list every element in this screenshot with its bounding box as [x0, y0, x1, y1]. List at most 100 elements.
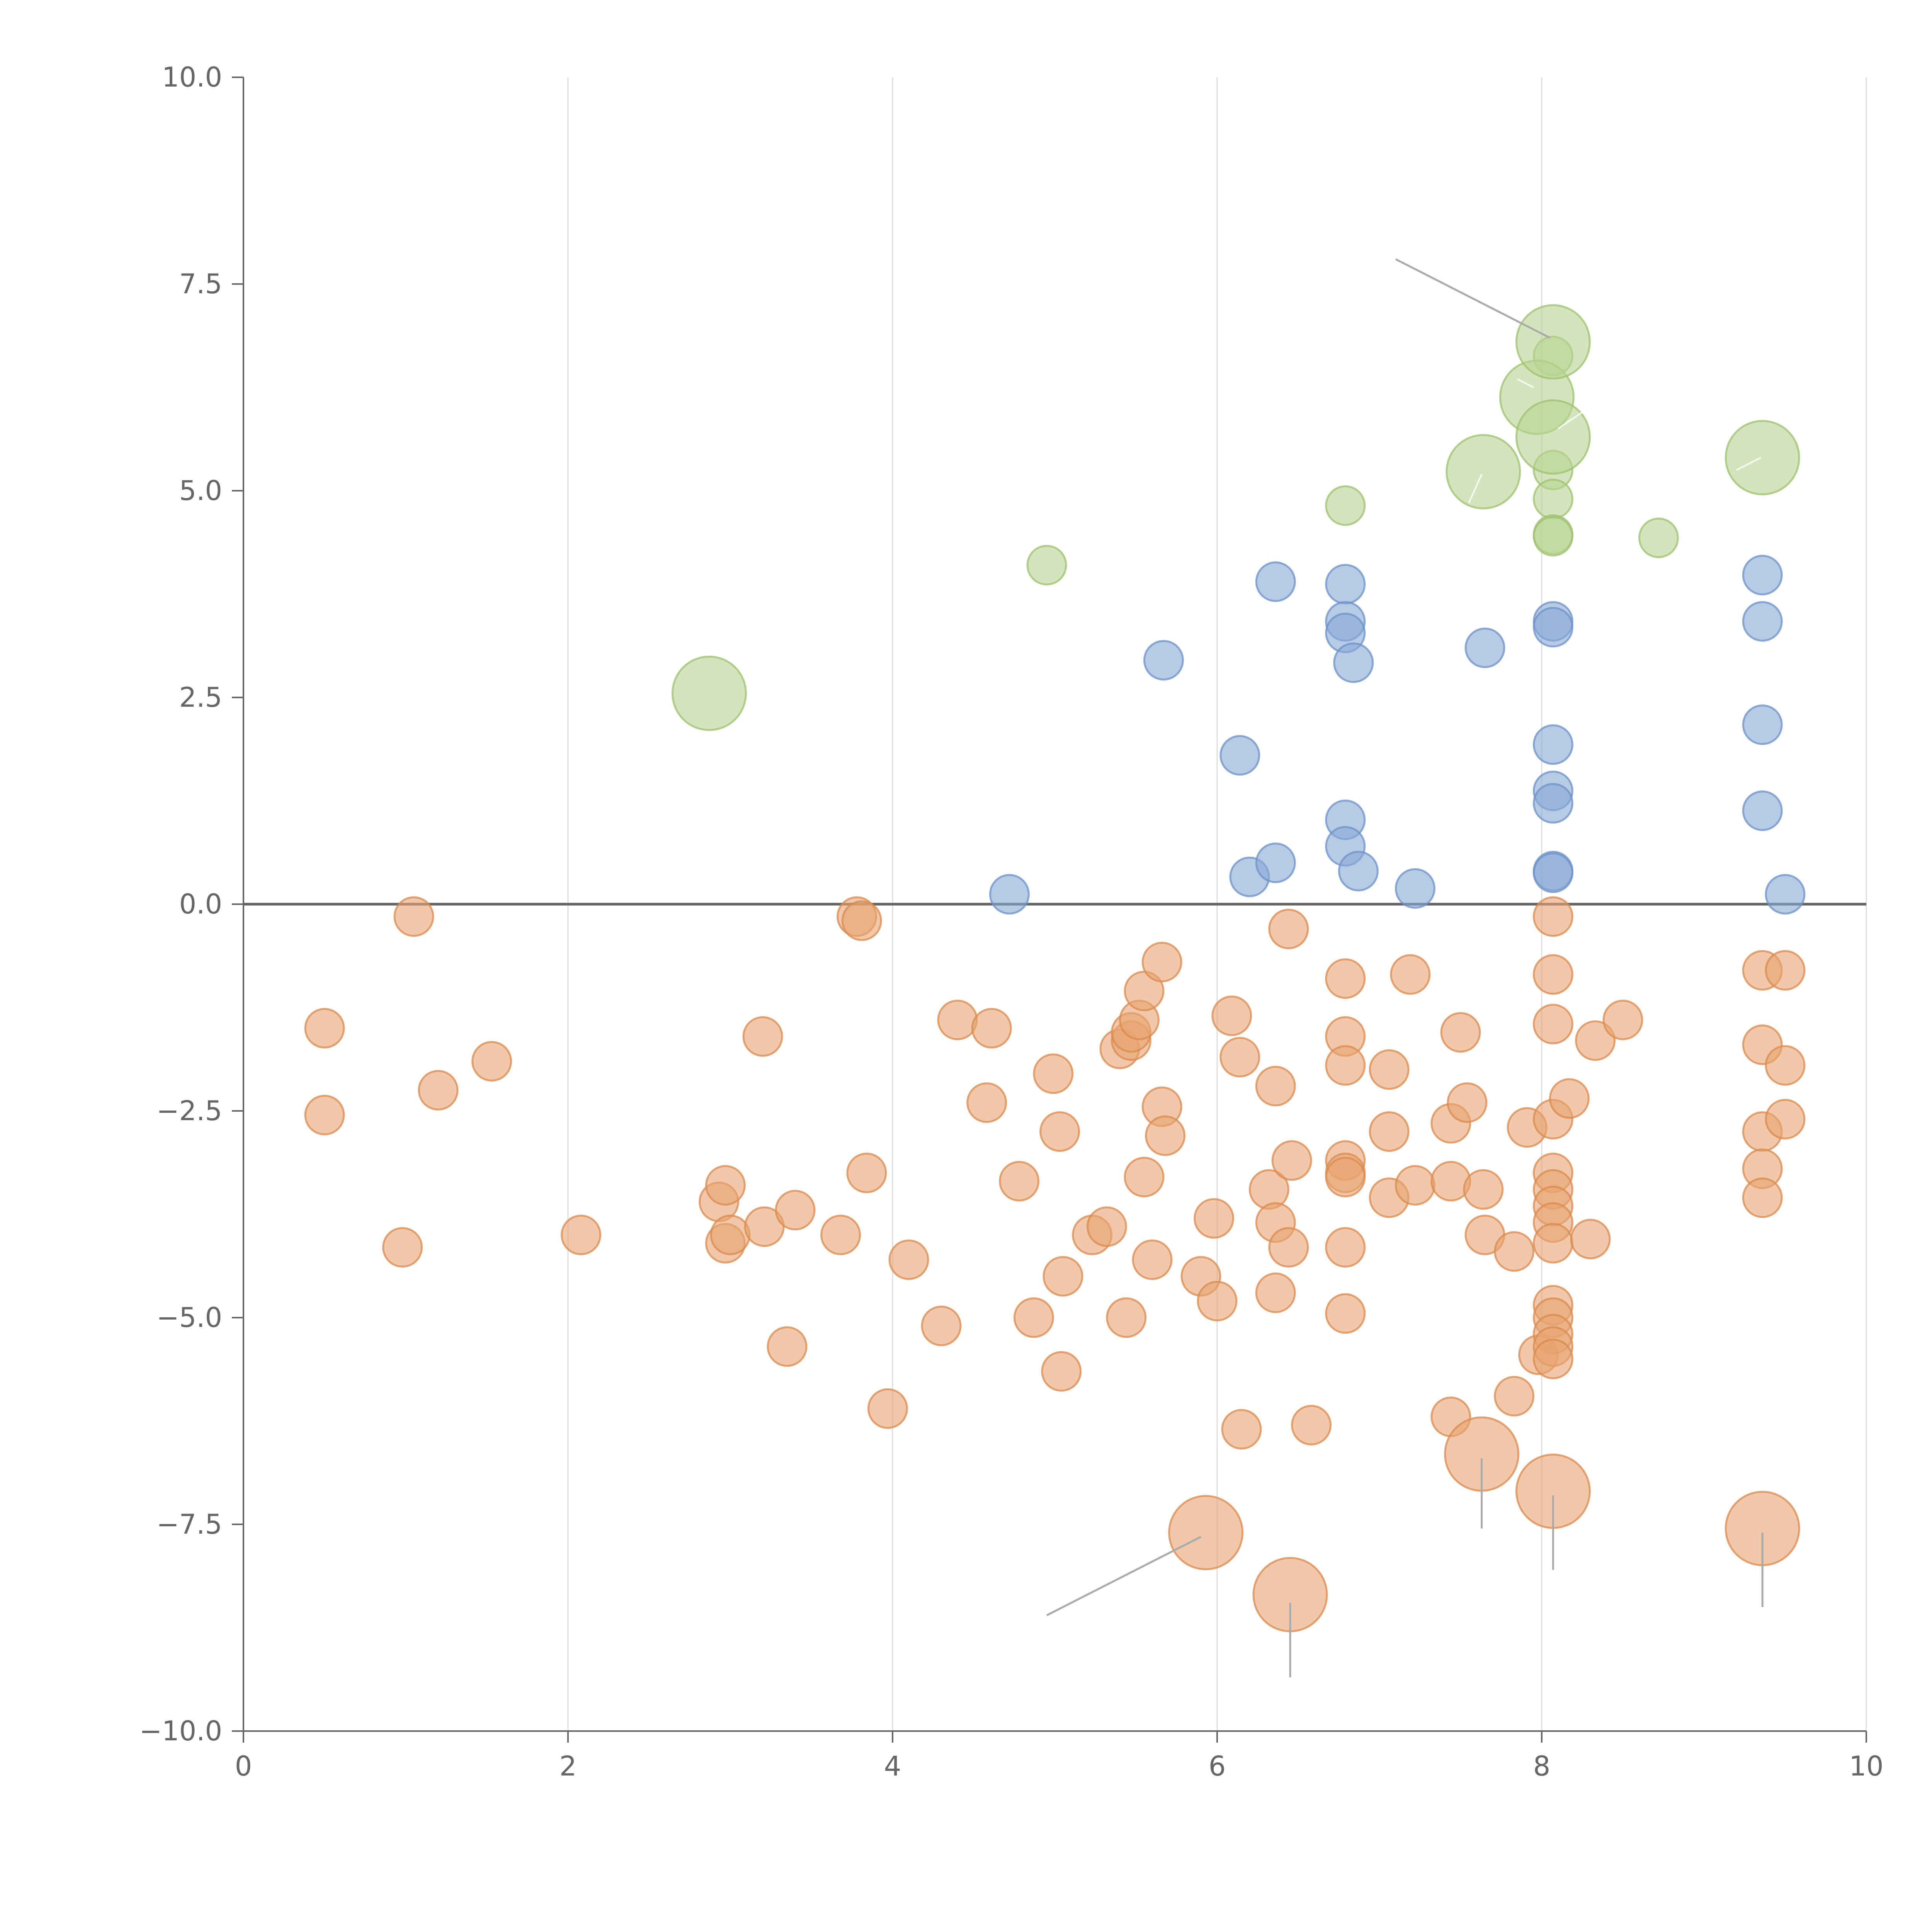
orange-point: [1268, 908, 1309, 949]
orange-point: [1494, 1376, 1535, 1417]
green-large-point: [1515, 304, 1591, 380]
blue-point: [1532, 607, 1573, 648]
blue-point: [1464, 628, 1505, 668]
orange-point: [1041, 1351, 1082, 1392]
orange-point: [1742, 1177, 1783, 1218]
y-tick-label: 0.0: [179, 888, 222, 920]
data-points: [304, 304, 1806, 1633]
orange-point: [304, 1008, 345, 1049]
orange-point: [1325, 1156, 1366, 1197]
orange-point: [1033, 1053, 1074, 1094]
blue-point: [1255, 561, 1296, 602]
orange-point: [710, 1214, 751, 1255]
y-tick-label: 2.5: [179, 682, 222, 713]
orange-point: [1086, 1206, 1127, 1247]
orange-point: [1463, 1169, 1504, 1210]
orange-point: [1369, 1049, 1410, 1090]
orange-point: [1765, 950, 1806, 991]
y-tick-label: −7.5: [156, 1509, 222, 1540]
blue-point: [1333, 642, 1374, 683]
orange-point: [1268, 1227, 1309, 1268]
axes: 0 2 4 6 8 10 −10.0 −7.5 −5.0 −2.5 0.0 2.5 5.0 7.5 10.0: [139, 61, 1883, 1782]
y-tick-label: −5.0: [156, 1302, 222, 1333]
orange-point: [1255, 1272, 1296, 1313]
x-tick-label: 2: [560, 1750, 577, 1782]
x-tick-label: 4: [884, 1750, 901, 1782]
green-point: [1638, 517, 1679, 558]
orange-point: [1440, 1012, 1481, 1053]
orange-point: [1013, 1297, 1054, 1338]
orange-point: [921, 1305, 962, 1346]
orange-point: [1602, 1000, 1643, 1041]
orange-point: [1211, 995, 1252, 1036]
orange-point: [1132, 1239, 1173, 1280]
orange-point: [393, 896, 434, 937]
orange-point: [1124, 1156, 1165, 1197]
orange-point: [1325, 958, 1366, 999]
blue-point: [1765, 874, 1806, 915]
orange-point: [1765, 1045, 1806, 1086]
orange-point: [775, 1190, 816, 1231]
blue-point: [1325, 564, 1366, 605]
orange-point: [1494, 1231, 1535, 1272]
orange-point: [1395, 1165, 1435, 1206]
orange-point: [888, 1239, 929, 1280]
orange-point: [1141, 942, 1182, 983]
blue-point: [989, 874, 1030, 915]
orange-point: [705, 1165, 746, 1206]
blue-point: [1532, 724, 1573, 765]
leader-line: [1557, 412, 1583, 430]
blue-point: [1742, 790, 1783, 831]
orange-point: [1325, 1293, 1366, 1334]
green-point: [1532, 516, 1573, 557]
leader-line: [1046, 1536, 1202, 1616]
orange-point: [1549, 1078, 1590, 1119]
y-tick-label: 10.0: [162, 61, 222, 93]
orange-point: [418, 1070, 459, 1111]
orange-point: [1291, 1405, 1332, 1446]
y-tick-label: −10.0: [139, 1715, 222, 1747]
blue-point: [1532, 783, 1573, 824]
orange-point: [1219, 1037, 1260, 1078]
orange-point: [561, 1214, 602, 1255]
orange-point: [846, 1153, 887, 1193]
orange-point: [1325, 1045, 1366, 1086]
blue-point: [1143, 640, 1184, 681]
orange-point: [1447, 1082, 1488, 1123]
orange-point: [1532, 896, 1573, 937]
blue-point: [1395, 868, 1435, 909]
blue-point: [1742, 554, 1783, 595]
leader-line: [1736, 457, 1761, 471]
orange-point: [1765, 1099, 1806, 1139]
orange-point: [471, 1041, 512, 1082]
orange-point: [1390, 954, 1431, 995]
orange-point: [742, 1016, 783, 1057]
orange-point: [304, 1095, 345, 1136]
y-tick-label: 5.0: [179, 475, 222, 507]
green-large-point: [1446, 434, 1521, 510]
orange-point: [1532, 954, 1573, 995]
orange-point: [1106, 1297, 1147, 1338]
green-point: [1026, 545, 1067, 586]
annotations: ENI: [1046, 258, 1764, 1677]
orange-point: [1197, 1281, 1238, 1321]
orange-point: [841, 900, 882, 941]
orange-point: [1145, 1115, 1186, 1156]
y-tick-label: −2.5: [156, 1095, 222, 1127]
orange-point: [1532, 1338, 1573, 1379]
x-tick-label: 0: [235, 1750, 252, 1782]
orange-point: [1194, 1198, 1235, 1239]
orange-large-point: [1168, 1495, 1244, 1570]
y-tick-label: 7.5: [179, 268, 222, 300]
leader-line: [1517, 378, 1534, 388]
orange-point: [1369, 1111, 1410, 1152]
green-point: [1325, 485, 1366, 526]
blue-point: [1255, 842, 1296, 883]
x-tick-label: 6: [1209, 1750, 1226, 1782]
green-point: [1532, 478, 1573, 519]
x-tick-label: 10: [1849, 1750, 1883, 1782]
orange-point: [1570, 1219, 1611, 1260]
annotation-label: ENI: [1595, 1477, 1667, 1526]
orange-point: [820, 1214, 861, 1255]
